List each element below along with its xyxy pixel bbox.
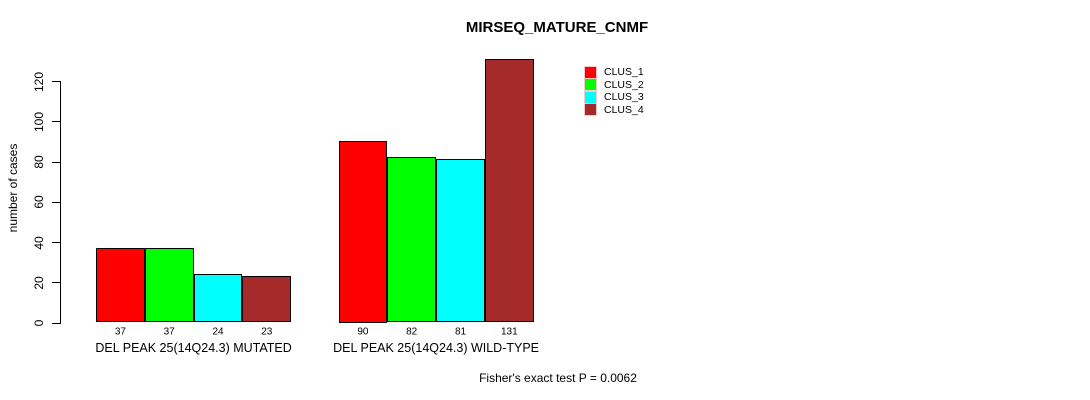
bar — [387, 157, 437, 323]
bar-value-label: 81 — [454, 326, 467, 337]
bar-value-label: 90 — [357, 326, 369, 337]
bar — [96, 248, 145, 323]
legend-label: CLUS_1 — [604, 66, 644, 78]
legend-swatch-icon — [584, 103, 597, 117]
y-axis-tick-label: 0 — [32, 319, 46, 327]
legend-label: CLUS_4 — [604, 103, 644, 116]
category-label: DEL PEAK 25(14Q24.3) WILD-TYPE — [333, 340, 540, 355]
chart-title: MIRSEQ_MATURE_CNMF — [465, 19, 649, 36]
y-axis-tick — [52, 322, 60, 324]
bar — [242, 276, 292, 323]
y-axis-tick-label: 120 — [32, 71, 46, 92]
y-axis-tick-label: 40 — [32, 235, 46, 250]
y-axis-tick-label: 100 — [32, 111, 46, 132]
legend: CLUS_1 CLUS_2 CLUS_3 CLUS_4 — [584, 65, 644, 117]
bar-value-label: 82 — [406, 326, 418, 337]
y-axis-tick — [52, 121, 60, 123]
y-axis-tick — [52, 81, 60, 82]
bar-value-label: 37 — [114, 326, 126, 337]
legend-item: CLUS_3 — [584, 90, 644, 104]
legend-swatch-icon — [584, 78, 597, 92]
legend-swatch-icon — [584, 65, 597, 79]
legend-swatch-icon — [584, 90, 597, 104]
y-axis-tick — [52, 282, 60, 284]
legend-label: CLUS_3 — [604, 91, 644, 103]
bar — [436, 159, 485, 323]
legend-item: CLUS_4 — [584, 103, 644, 117]
bar — [338, 141, 388, 323]
y-axis-tick-label: 80 — [32, 155, 46, 169]
y-axis-tick-label: 60 — [32, 195, 46, 209]
stat-annotation: Fisher's exact test P = 0.0062 — [479, 371, 637, 385]
y-axis-tick — [52, 161, 60, 163]
y-axis-line — [60, 81, 61, 324]
y-axis-label: number of cases — [6, 143, 20, 233]
legend-item: CLUS_2 — [584, 78, 644, 92]
bar — [193, 274, 243, 323]
bar-value-label: 24 — [212, 326, 224, 337]
bar-value-label: 37 — [163, 326, 175, 337]
y-axis-tick — [52, 201, 60, 203]
category-label: DEL PEAK 25(14Q24.3) MUTATED — [95, 340, 292, 355]
legend-label: CLUS_2 — [604, 78, 644, 91]
y-axis-tick — [52, 242, 60, 243]
bar — [484, 58, 534, 323]
bar-value-label: 23 — [261, 326, 273, 337]
bar — [144, 248, 194, 323]
bar-value-label: 131 — [500, 326, 518, 337]
legend-item: CLUS_1 — [584, 65, 644, 79]
y-axis-tick-label: 20 — [32, 276, 46, 290]
